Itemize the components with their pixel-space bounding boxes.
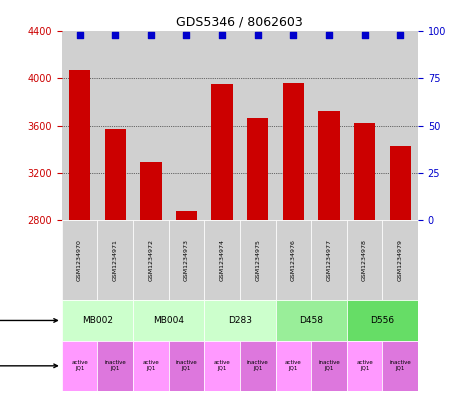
FancyBboxPatch shape <box>240 341 276 391</box>
Text: GSM1234975: GSM1234975 <box>255 239 260 281</box>
Text: GSM1234972: GSM1234972 <box>148 239 153 281</box>
Bar <box>140 162 162 393</box>
Bar <box>347 31 382 220</box>
Text: GSM1234971: GSM1234971 <box>113 239 118 281</box>
FancyBboxPatch shape <box>276 300 347 341</box>
FancyBboxPatch shape <box>169 341 204 391</box>
FancyBboxPatch shape <box>240 220 276 300</box>
FancyBboxPatch shape <box>204 341 240 391</box>
Text: GSM1234978: GSM1234978 <box>362 239 367 281</box>
FancyBboxPatch shape <box>97 220 133 300</box>
Text: agent: agent <box>0 361 57 370</box>
Text: GSM1234974: GSM1234974 <box>219 239 225 281</box>
FancyBboxPatch shape <box>276 220 311 300</box>
FancyBboxPatch shape <box>347 300 418 341</box>
Bar <box>276 31 311 220</box>
Point <box>396 32 404 39</box>
Point <box>254 32 261 39</box>
Bar <box>133 31 169 220</box>
Bar <box>169 31 204 220</box>
Point <box>361 32 369 39</box>
Point <box>325 32 332 39</box>
Text: active
JQ1: active JQ1 <box>285 360 302 371</box>
FancyBboxPatch shape <box>276 341 311 391</box>
Text: GSM1234977: GSM1234977 <box>326 239 332 281</box>
Title: GDS5346 / 8062603: GDS5346 / 8062603 <box>177 16 303 29</box>
FancyBboxPatch shape <box>133 341 169 391</box>
FancyBboxPatch shape <box>169 220 204 300</box>
Bar <box>354 123 375 393</box>
Point <box>218 32 226 39</box>
FancyBboxPatch shape <box>347 341 382 391</box>
Bar <box>318 112 340 393</box>
Point <box>147 32 155 39</box>
Text: GSM1234979: GSM1234979 <box>398 239 403 281</box>
FancyBboxPatch shape <box>311 220 347 300</box>
Point <box>111 32 119 39</box>
Text: inactive
JQ1: inactive JQ1 <box>104 360 126 371</box>
Bar <box>97 31 133 220</box>
FancyBboxPatch shape <box>133 300 204 341</box>
Point <box>76 32 84 39</box>
Bar <box>382 31 418 220</box>
Text: GSM1234970: GSM1234970 <box>77 239 82 281</box>
Text: D458: D458 <box>299 316 323 325</box>
Bar <box>69 70 90 393</box>
FancyBboxPatch shape <box>62 341 97 391</box>
Text: cell line: cell line <box>0 316 57 325</box>
FancyBboxPatch shape <box>382 220 418 300</box>
FancyBboxPatch shape <box>204 300 276 341</box>
Text: active
JQ1: active JQ1 <box>71 360 88 371</box>
Bar <box>104 129 126 393</box>
Text: inactive
JQ1: inactive JQ1 <box>318 360 340 371</box>
Text: inactive
JQ1: inactive JQ1 <box>247 360 268 371</box>
Bar <box>204 31 240 220</box>
Point <box>182 32 190 39</box>
Text: active
JQ1: active JQ1 <box>214 360 230 371</box>
Bar <box>211 84 233 393</box>
Text: active
JQ1: active JQ1 <box>142 360 159 371</box>
Point <box>289 32 297 39</box>
FancyBboxPatch shape <box>382 341 418 391</box>
Text: D283: D283 <box>228 316 252 325</box>
Text: D556: D556 <box>370 316 394 325</box>
Text: inactive
JQ1: inactive JQ1 <box>390 360 411 371</box>
Bar <box>283 83 304 393</box>
FancyBboxPatch shape <box>97 341 133 391</box>
FancyBboxPatch shape <box>133 220 169 300</box>
Text: GSM1234976: GSM1234976 <box>291 239 296 281</box>
FancyBboxPatch shape <box>311 341 347 391</box>
Bar <box>390 145 411 393</box>
Bar <box>176 211 197 393</box>
Text: inactive
JQ1: inactive JQ1 <box>176 360 197 371</box>
Bar <box>311 31 347 220</box>
Text: active
JQ1: active JQ1 <box>356 360 373 371</box>
Text: MB004: MB004 <box>153 316 184 325</box>
Text: MB002: MB002 <box>82 316 113 325</box>
Text: GSM1234973: GSM1234973 <box>184 239 189 281</box>
Bar <box>62 31 97 220</box>
FancyBboxPatch shape <box>347 220 382 300</box>
FancyBboxPatch shape <box>62 300 133 341</box>
FancyBboxPatch shape <box>62 220 97 300</box>
Bar <box>247 118 268 393</box>
FancyBboxPatch shape <box>204 220 240 300</box>
Bar <box>240 31 276 220</box>
